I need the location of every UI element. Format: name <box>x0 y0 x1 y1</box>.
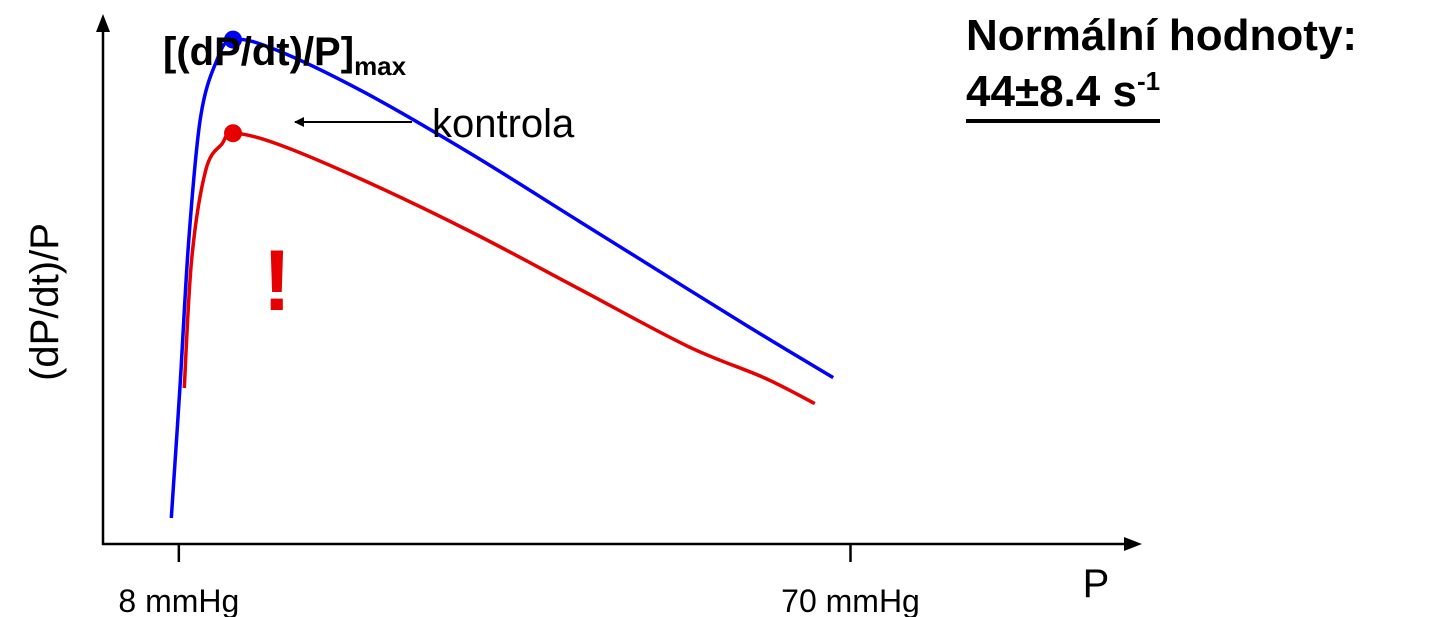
kontrola-curve <box>169 37 835 519</box>
x-axis-arrowhead <box>1124 537 1142 551</box>
normal-values-value: 44±8.4 s-1 <box>966 66 1161 123</box>
second-curve <box>182 131 816 406</box>
kontrola-label: kontrola <box>432 102 575 146</box>
x-tick-label-0: 8 mmHg <box>118 583 239 617</box>
second-max-point <box>224 124 242 143</box>
warning-mark: ! <box>263 233 292 329</box>
chart-title-subscript: max <box>354 51 407 81</box>
normal-values-note: Normální hodnoty: 44±8.4 s-1 <box>966 8 1357 123</box>
chart-title: [(dP/dt)/P]max <box>163 30 407 81</box>
x-axis-label: P <box>1083 562 1110 606</box>
y-axis-arrowhead <box>96 14 110 32</box>
x-tick-label-1: 70 mmHg <box>781 583 920 617</box>
series-layer <box>169 30 835 519</box>
y-axis-label: (dP/dt)/P <box>23 223 67 381</box>
kontrola-max-point <box>224 30 242 49</box>
x-ticks: 8 mmHg 70 mmHg <box>118 544 920 617</box>
normal-values-number: 44±8.4 s <box>966 67 1137 116</box>
normal-values-unit-exponent: -1 <box>1136 66 1161 96</box>
normal-values-heading: Normální hodnoty: <box>966 11 1358 60</box>
chart-title-main: [(dP/dt)/P] <box>163 30 354 74</box>
